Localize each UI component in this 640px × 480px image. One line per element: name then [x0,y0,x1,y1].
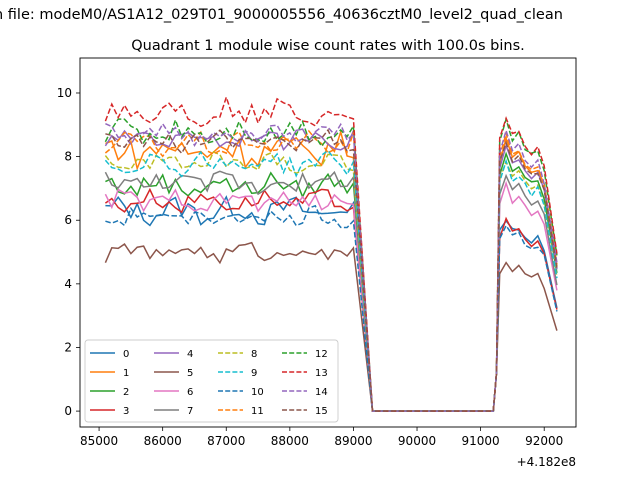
legend-label-8: 8 [251,349,257,360]
series-line-14 [105,122,558,412]
legend-label-13: 13 [315,368,328,379]
axes-frame [79,57,577,428]
y-tick-label: 10 [57,86,72,100]
x-tick-label: 87000 [207,434,245,448]
x-tick-label: 90000 [398,434,436,448]
legend-label-2: 2 [123,387,129,398]
x-tick-label: 92000 [525,434,563,448]
legend-label-14: 14 [315,387,328,398]
y-tick-label: 0 [64,404,72,418]
legend-label-12: 12 [315,349,328,360]
y-axis: 0 2 4 6 8 10 [57,86,80,418]
series-line-13 [104,94,558,412]
legend-label-6: 6 [187,387,193,398]
legend-label-9: 9 [251,368,257,379]
legend-label-3: 3 [123,406,129,417]
y-tick-label: 2 [64,340,72,354]
x-tick-label: 89000 [334,434,372,448]
legend-label-15: 15 [315,406,328,417]
x-offset-label: +4.182e8 [517,455,576,469]
series-group [104,94,558,412]
legend-label-10: 10 [251,387,264,398]
legend-label-4: 4 [187,349,193,360]
series-line-15 [105,128,558,412]
legend-label-11: 11 [251,406,264,417]
x-axis: 85000 86000 87000 88000 89000 90000 91000 92000 [80,427,563,448]
x-tick-label: 91000 [462,434,500,448]
legend-label-1: 1 [123,368,129,379]
legend-label-0: 0 [123,349,129,360]
y-tick-label: 6 [64,213,72,227]
y-tick-label: 8 [64,150,72,164]
x-tick-label: 85000 [80,434,118,448]
chart-title: Quadrant 1 module wise count rates with … [131,38,525,54]
x-tick-label: 86000 [144,434,182,448]
x-tick-label: 88000 [271,434,309,448]
y-tick-label: 4 [64,277,72,291]
legend-label-7: 7 [187,406,193,417]
figure-suptitle: n file: modeM0/AS1A12_029T01_9000005556_… [0,7,563,23]
legend-frame [84,339,339,423]
legend-label-5: 5 [187,368,193,379]
